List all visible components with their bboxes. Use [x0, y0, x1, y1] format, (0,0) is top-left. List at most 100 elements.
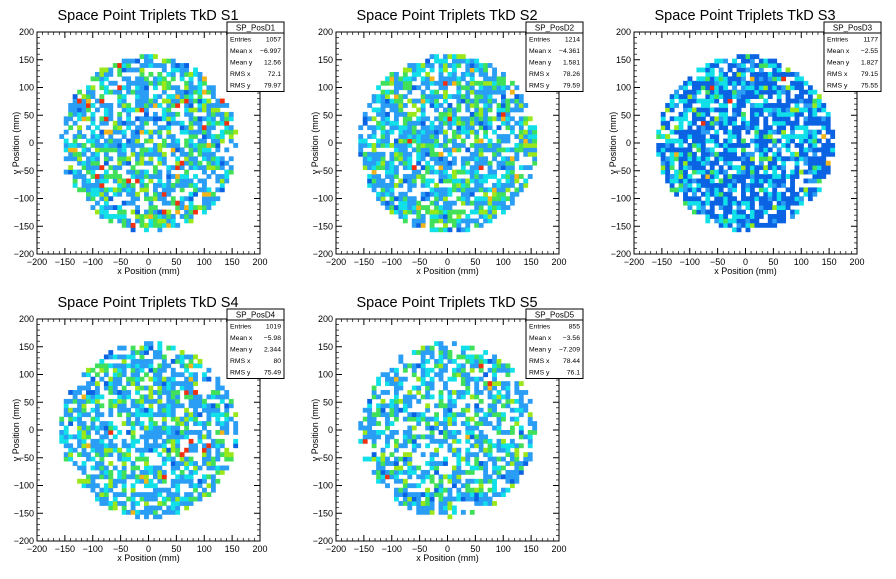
heatmap-bin	[398, 457, 403, 462]
heatmap-bin	[202, 426, 207, 431]
heatmap-bin	[501, 448, 506, 453]
heatmap-bin	[363, 430, 368, 435]
heatmap-bin	[385, 381, 390, 386]
heatmap-bin	[674, 94, 679, 99]
heatmap-bin	[701, 210, 706, 215]
heatmap-bin	[175, 90, 180, 95]
heatmap-bin	[772, 72, 777, 77]
heatmap-bin	[193, 483, 198, 488]
heatmap-bin	[461, 99, 466, 104]
heatmap-bin	[82, 152, 87, 157]
heatmap-bin	[184, 421, 189, 426]
heatmap-bin	[157, 479, 162, 484]
heatmap-bin	[220, 156, 225, 161]
heatmap-bin	[166, 179, 171, 184]
heatmap-bin	[403, 497, 408, 502]
heatmap-bin	[157, 130, 162, 135]
heatmap-bin	[82, 443, 87, 448]
heatmap-bin	[126, 161, 131, 166]
heatmap-bin	[95, 394, 100, 399]
heatmap-bin	[91, 192, 96, 197]
heatmap-bin	[674, 125, 679, 130]
heatmap-bin	[171, 85, 176, 90]
heatmap-bin	[104, 355, 109, 360]
heatmap-bin	[719, 107, 724, 112]
heatmap-bin	[479, 497, 484, 502]
heatmap-bin	[501, 201, 506, 206]
heatmap-bin	[501, 174, 506, 179]
heatmap-bin	[826, 130, 831, 135]
heatmap-bin	[750, 165, 755, 170]
heatmap-bin	[425, 99, 430, 104]
heatmap-bin	[394, 112, 399, 117]
heatmap-bin	[398, 85, 403, 90]
heatmap-bin	[732, 116, 737, 121]
heatmap-bin	[403, 377, 408, 382]
heatmap-bin	[193, 134, 198, 139]
heatmap-bin	[461, 59, 466, 64]
heatmap-bin	[171, 377, 176, 382]
heatmap-bin	[149, 210, 154, 215]
heatmap-bin	[82, 403, 87, 408]
heatmap-bin	[763, 165, 768, 170]
heatmap-bin	[385, 403, 390, 408]
heatmap-bin	[198, 81, 203, 86]
y-tick-label: −150	[14, 221, 34, 231]
heatmap-bin	[412, 417, 417, 422]
heatmap-bin	[372, 147, 377, 152]
heatmap-bin	[117, 85, 122, 90]
heatmap-bin	[670, 107, 675, 112]
stats-row-value: 2.344	[264, 347, 281, 354]
heatmap-bins	[358, 54, 537, 232]
heatmap-bin	[198, 399, 203, 404]
heatmap-bin	[108, 134, 113, 139]
heatmap-bin	[483, 448, 488, 453]
heatmap-bin	[799, 170, 804, 175]
heatmap-bin	[488, 421, 493, 426]
heatmap-bin	[683, 112, 688, 117]
heatmap-bin	[430, 386, 435, 391]
heatmap-bin	[215, 421, 220, 426]
heatmap-bin	[211, 85, 216, 90]
heatmap-bin	[443, 201, 448, 206]
heatmap-bin	[741, 165, 746, 170]
heatmap-bin	[407, 452, 412, 457]
heatmap-bin	[82, 103, 87, 108]
heatmap-bin	[162, 377, 167, 382]
heatmap-bin	[443, 116, 448, 121]
heatmap-bin	[144, 439, 149, 444]
heatmap-bin	[398, 205, 403, 210]
heatmap-bin	[193, 403, 198, 408]
heatmap-bin	[790, 196, 795, 201]
heatmap-bin	[799, 76, 804, 81]
heatmap-bin	[688, 152, 693, 157]
heatmap-bin	[202, 421, 207, 426]
heatmap-bin	[497, 470, 502, 475]
heatmap-bin	[501, 457, 506, 462]
heatmap-bin	[679, 112, 684, 117]
heatmap-bin	[479, 421, 484, 426]
heatmap-bin	[443, 99, 448, 104]
heatmap-bin	[171, 403, 176, 408]
heatmap-bin	[723, 72, 728, 77]
heatmap-bin	[215, 470, 220, 475]
heatmap-bin	[683, 174, 688, 179]
heatmap-bin	[679, 179, 684, 184]
heatmap-bin	[184, 174, 189, 179]
heatmap-bin	[425, 94, 430, 99]
heatmap-bin	[144, 386, 149, 391]
heatmap-bin	[754, 121, 759, 126]
heatmap-bin	[403, 179, 408, 184]
heatmap-bin	[394, 72, 399, 77]
heatmap-bin	[135, 85, 140, 90]
heatmap-bin	[157, 103, 162, 108]
heatmap-bin	[421, 417, 426, 422]
heatmap-bin	[492, 143, 497, 148]
heatmap-bin	[425, 183, 430, 188]
heatmap-bin	[385, 174, 390, 179]
heatmap-bin	[754, 170, 759, 175]
heatmap-bin	[157, 390, 162, 395]
heatmap-bin	[817, 139, 822, 144]
